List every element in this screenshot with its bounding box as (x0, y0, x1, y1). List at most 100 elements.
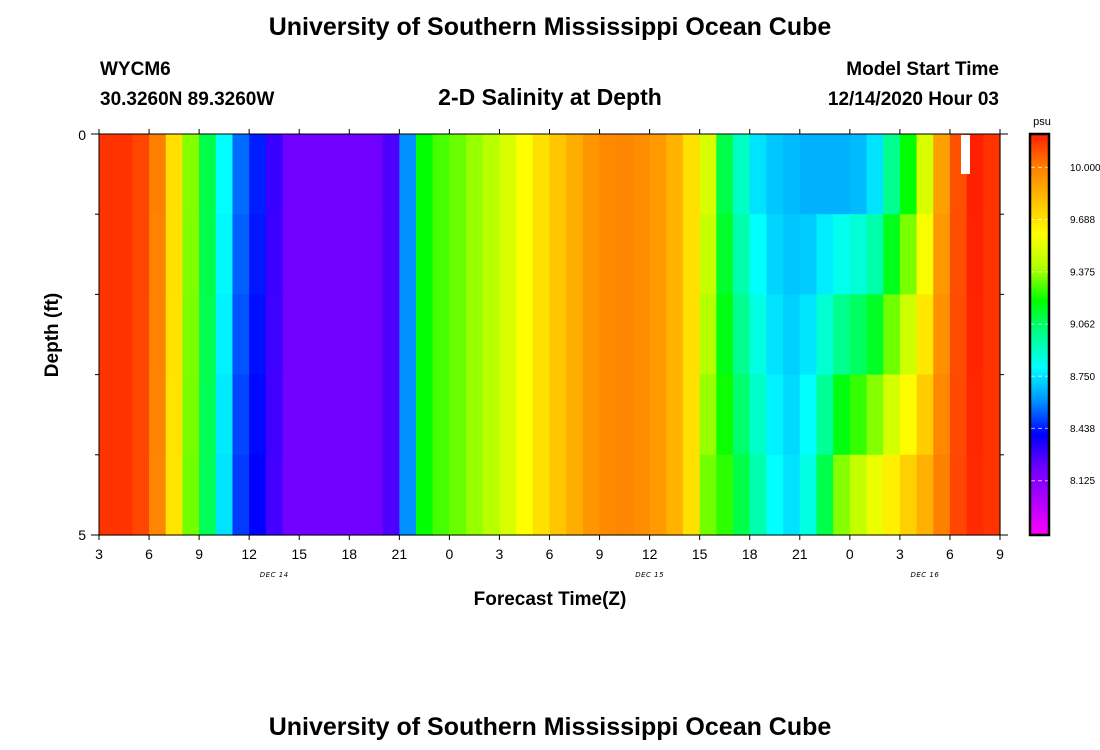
heatmap-cell (582, 374, 601, 456)
y-tick-label-bottom: 5 (78, 527, 86, 543)
heatmap-cell (99, 294, 117, 376)
heatmap-cell (616, 134, 634, 215)
heatmap-cell (666, 454, 684, 536)
heatmap-cell (549, 214, 567, 295)
heatmap-cell (332, 214, 350, 295)
heatmap-cell (682, 374, 701, 456)
heatmap-cell (783, 374, 801, 456)
heatmap-cell (299, 134, 317, 215)
x-tick-label: 0 (445, 546, 453, 562)
heatmap-cell (482, 134, 501, 215)
heatmap-cell (449, 454, 467, 536)
colorbar-tick-label: 8.438 (1070, 424, 1095, 435)
heatmap-cell (599, 134, 617, 215)
y-axis-label: Depth (ft) (42, 293, 63, 377)
x-date-label: DEC 14 (260, 571, 289, 579)
heatmap-cell (699, 374, 717, 456)
heatmap-cell (416, 134, 434, 215)
heatmap-cell (716, 294, 734, 376)
heatmap-cell (949, 454, 968, 536)
colorbar: psu 8.125 8.438 8.750 9.062 9.375 9.688 10.000 (1028, 116, 1100, 537)
x-tick-label: 21 (792, 546, 808, 562)
x-tick-label: 9 (996, 546, 1004, 562)
heatmap-cell (265, 454, 284, 536)
heatmap-cell (365, 454, 384, 536)
heatmap-cell (766, 214, 784, 295)
heatmap-cell (199, 374, 217, 456)
heatmap-cell (165, 134, 184, 215)
heatmap-cell (733, 374, 751, 456)
colorbar-tick-label: 9.062 (1070, 320, 1095, 331)
heatmap-cell (215, 134, 234, 215)
heatmap-cell (666, 214, 684, 295)
heatmap-cell (265, 374, 284, 456)
heatmap-cell (99, 134, 117, 215)
heatmap-cell (883, 134, 901, 215)
heatmap-cell (132, 134, 150, 215)
model-start-value: 12/14/2020 Hour 03 (828, 89, 999, 110)
heatmap-cell (149, 134, 167, 215)
heatmap-cell (983, 214, 1001, 295)
heatmap-cell (215, 294, 234, 376)
heatmap-cell (315, 214, 334, 295)
heatmap-cell (682, 294, 701, 376)
heatmap-cell (933, 374, 951, 456)
heatmap-cell (616, 454, 634, 536)
heatmap-cell (983, 134, 1001, 215)
heatmap-cell (799, 294, 818, 376)
x-axis-date-labels: DEC 14 DEC 15 DEC 16 (260, 571, 939, 579)
heatmap-cell (149, 294, 167, 376)
heatmap-cell (816, 374, 834, 456)
heatmap-cell (482, 454, 501, 536)
heatmap-cell (99, 374, 117, 456)
heatmap-cell (716, 454, 734, 536)
heatmap-cell (666, 374, 684, 456)
heatmap-cell (232, 134, 250, 215)
model-start-label: Model Start Time (846, 59, 999, 80)
heatmap-cell (449, 374, 467, 456)
y-axis: 0 5 Depth (ft) (42, 127, 86, 543)
heatmap-cell (466, 374, 484, 456)
heatmap-cell (866, 294, 884, 376)
heatmap-cell (482, 294, 501, 376)
colorbar-tick-label: 10.000 (1070, 163, 1100, 174)
x-tick-label: 6 (946, 546, 954, 562)
heatmap-cell (466, 294, 484, 376)
heatmap-cell (899, 294, 918, 376)
heatmap-cell (582, 214, 601, 295)
heatmap-cell (783, 454, 801, 536)
heatmap-cell (399, 214, 417, 295)
heatmap-cell (165, 214, 184, 295)
heatmap-cell (916, 214, 934, 295)
x-tick-label: 3 (496, 546, 504, 562)
heatmap-cell (215, 374, 234, 456)
heatmap-cell (232, 214, 250, 295)
heatmap-cell (566, 134, 584, 215)
heatmap-cell (149, 214, 167, 295)
heatmap-cell (799, 214, 818, 295)
heatmap-cell (849, 214, 868, 295)
heatmap-cell (749, 454, 768, 536)
heatmap-cell (499, 134, 517, 215)
heatmap-cell (349, 374, 367, 456)
heatmap-cell (416, 454, 434, 536)
heatmap-cell (315, 294, 334, 376)
heatmap-cell (449, 294, 467, 376)
heatmap-cell (466, 454, 484, 536)
heatmap-cell (849, 134, 868, 215)
heatmap-cell (449, 214, 467, 295)
x-tick-label: 3 (896, 546, 904, 562)
heatmap-cell (282, 214, 300, 295)
heatmap-cell (966, 374, 984, 456)
heatmap-cell (332, 294, 350, 376)
heatmap-cell (182, 294, 200, 376)
heatmap-cell (115, 454, 133, 536)
heatmap-cell (649, 374, 667, 456)
heatmap-cell (382, 294, 400, 376)
x-tick-label: 15 (692, 546, 708, 562)
plot-title: 2-D Salinity at Depth (438, 84, 662, 110)
heatmap-cell (115, 374, 133, 456)
heatmap-cell (716, 214, 734, 295)
x-tick-label: 21 (392, 546, 408, 562)
